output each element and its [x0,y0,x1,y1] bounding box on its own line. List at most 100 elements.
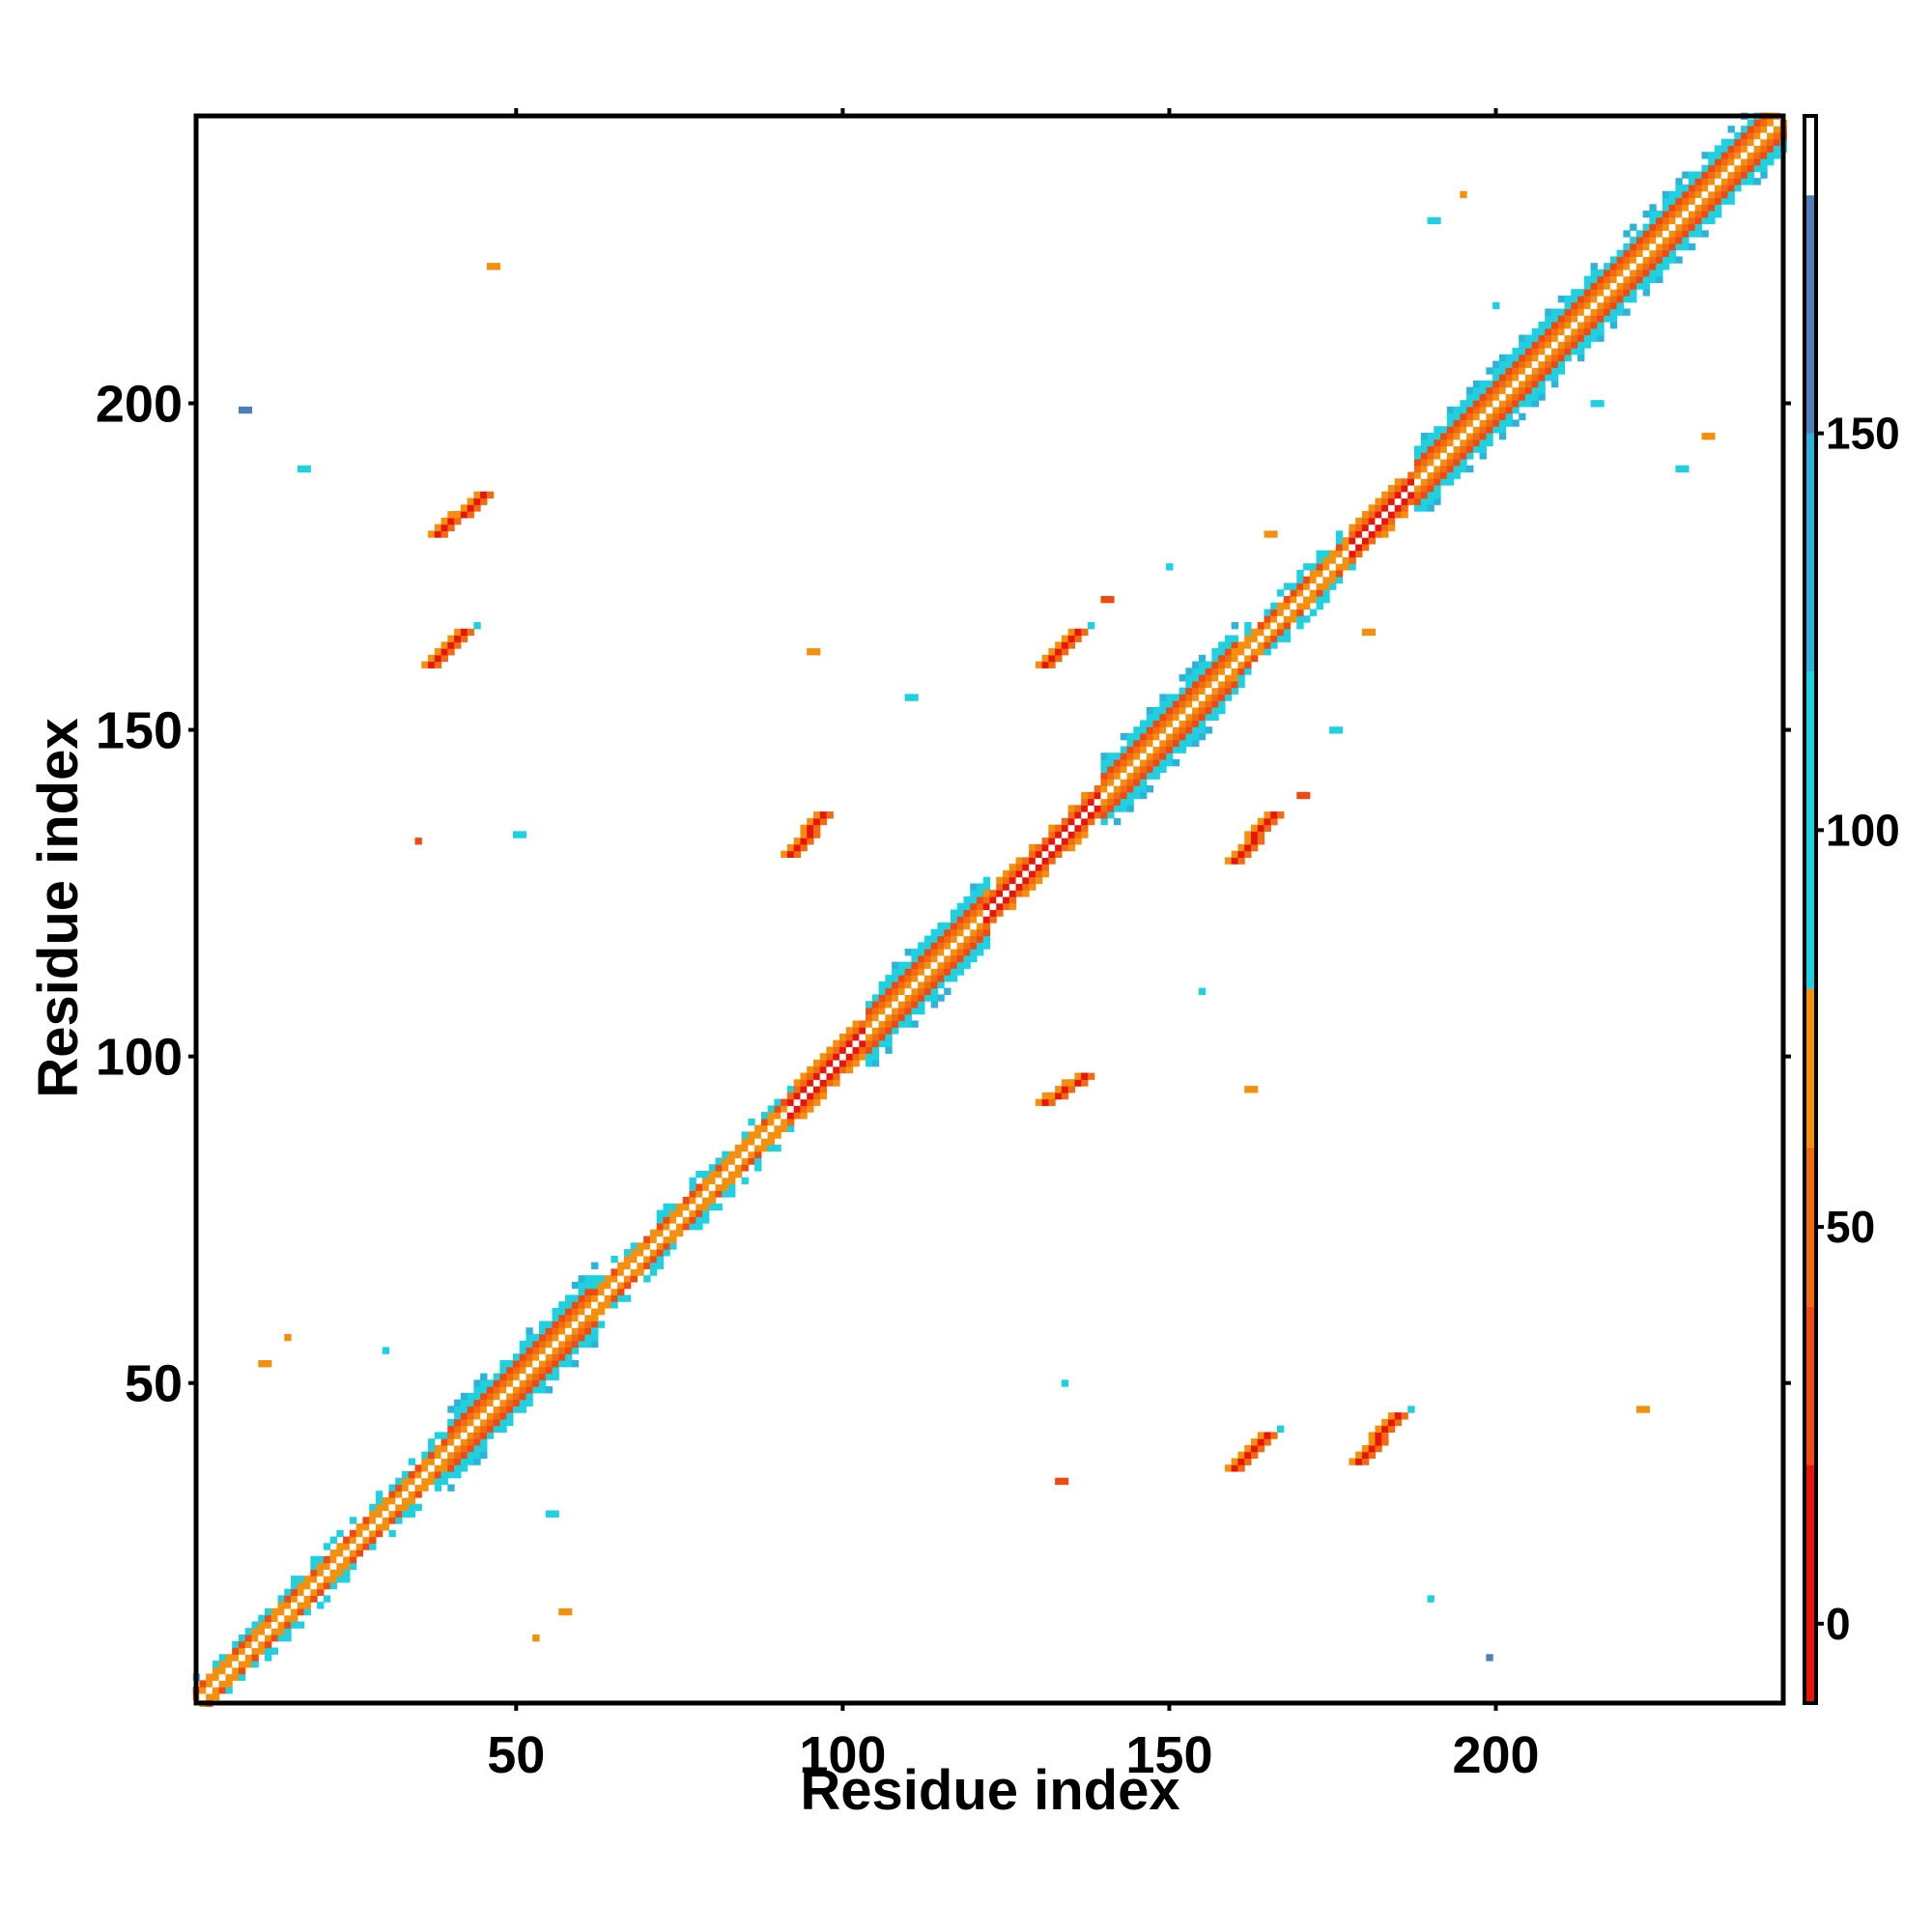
heatmap-cell [1140,746,1148,753]
heatmap-cell [467,1425,474,1433]
heatmap-cell [1564,295,1572,303]
heatmap-cell [382,1510,390,1518]
heatmap-cell [1414,478,1422,486]
heatmap-cell [1022,857,1030,865]
heatmap-cell [402,1491,410,1498]
heatmap-cell [434,1477,442,1486]
heatmap-cell [904,961,912,969]
heatmap-cell [1179,746,1186,753]
heatmap-cell [291,1602,298,1609]
heatmap-cell [1067,1079,1075,1087]
heatmap-cell [754,1131,762,1139]
heatmap-cell [1342,556,1350,564]
heatmap-cell [1414,458,1422,467]
heatmap-cell [1519,367,1526,375]
heatmap-cell [1505,393,1513,401]
heatmap-cell [1224,674,1233,682]
heatmap-cell [845,1027,854,1035]
heatmap-cell [956,916,965,923]
heatmap-cell [1545,348,1552,355]
heatmap-cell [1590,269,1598,277]
heatmap-cell [1113,765,1122,774]
heatmap-cell [1140,791,1148,800]
heatmap-cell [950,935,958,943]
heatmap-cell [1505,419,1513,427]
heatmap-cell [265,1640,272,1649]
heatmap-cell [1009,876,1017,885]
heatmap-cell [1387,1425,1396,1433]
heatmap-cell [728,1183,736,1191]
heatmap-cell [1303,791,1311,800]
heatmap-cell [1048,857,1056,865]
heatmap-cell [1720,171,1729,179]
colorbar-band [1804,988,1816,1148]
heatmap-cell [591,1334,599,1342]
heatmap-cell [225,1680,233,1688]
heatmap-cell [270,1634,279,1642]
heatmap-cell [1349,543,1356,552]
heatmap-cell [519,1386,527,1394]
heatmap-cell [1472,406,1481,414]
heatmap-cell [232,1661,240,1668]
heatmap-cell [996,876,1004,885]
heatmap-cell [637,1249,644,1257]
heatmap-cell [558,1347,566,1354]
heatmap-cell [545,1510,554,1518]
heatmap-cell [1668,230,1677,238]
heatmap-cell [1322,595,1330,604]
heatmap-cell [382,1497,390,1505]
heatmap-cell [623,1249,632,1257]
heatmap-cell [1590,289,1598,297]
heatmap-cell [486,1425,495,1433]
heatmap-cell [440,530,448,538]
heatmap-cell [963,928,971,937]
heatmap-cell [1767,138,1775,147]
heatmap-cell [845,1046,854,1054]
heatmap-cell [1545,341,1552,349]
heatmap-cell [918,994,925,1002]
heatmap-cell [1329,556,1337,564]
heatmap-cell [270,1621,279,1629]
heatmap-cell [1701,216,1709,225]
heatmap-cell [1604,269,1611,277]
heatmap-cell [1545,315,1552,323]
heatmap-cell [454,1412,462,1420]
heatmap-cell [467,511,474,519]
heatmap-cell [1642,211,1650,218]
heatmap-cell [1708,152,1716,159]
heatmap-cell [1270,641,1278,649]
heatmap-cell [1427,504,1435,512]
heatmap-cell [604,1294,611,1302]
heatmap-cell [1486,386,1493,394]
heatmap-cell [812,1072,821,1080]
heatmap-cell [565,1301,573,1309]
heatmap-cell [1512,374,1520,382]
heatmap-cell [892,968,899,976]
heatmap-cell [232,1640,240,1649]
heatmap-cell [649,1229,658,1237]
heatmap-cell [1349,530,1356,538]
heatmap-cell [1100,811,1108,819]
heatmap-cell [1434,471,1441,479]
heatmap-cell [786,1124,795,1132]
heatmap-cell [1375,1432,1382,1439]
heatmap-cell [206,1687,213,1694]
heatmap-cell [1100,779,1108,786]
heatmap-cell [1675,465,1683,473]
heatmap-cell [930,942,938,950]
heatmap-cell [728,1177,736,1185]
heatmap-cell [1100,791,1108,800]
heatmap-cell [741,1144,749,1152]
heatmap-cell [1387,485,1396,493]
heatmap-cell [1231,622,1239,630]
heatmap-cell [793,850,801,858]
heatmap-cell [526,1399,533,1406]
heatmap-cell [1270,635,1278,642]
heatmap-cell [1512,367,1520,375]
heatmap-cell [578,1294,585,1302]
heatmap-cell [911,1020,919,1028]
heatmap-cell [1440,445,1448,453]
heatmap-cell [1550,367,1559,375]
heatmap-cell [480,497,488,505]
heatmap-cell [388,1497,396,1505]
